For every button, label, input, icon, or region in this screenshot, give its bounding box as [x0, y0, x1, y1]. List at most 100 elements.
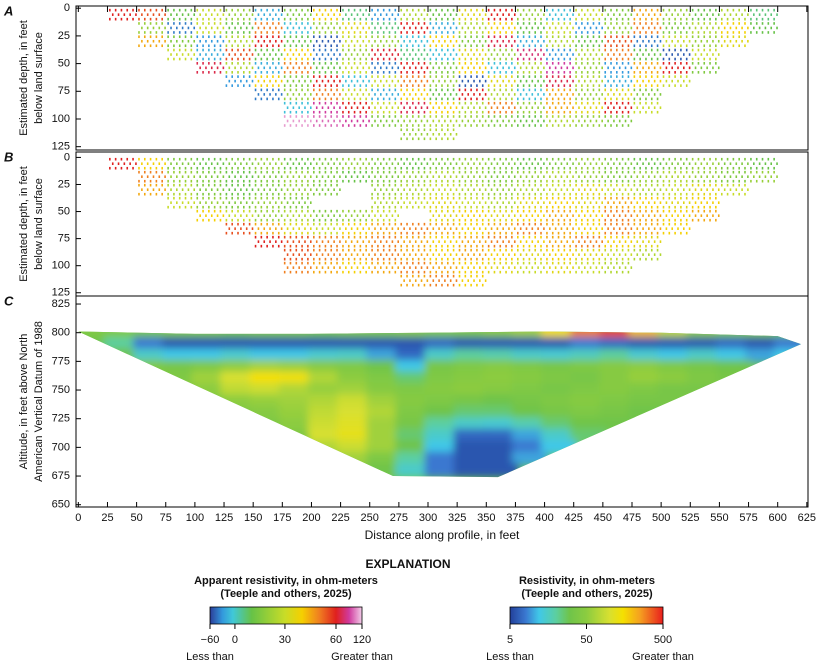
dot	[613, 39, 615, 43]
dot	[484, 253, 487, 256]
dot	[205, 53, 207, 56]
dot	[581, 115, 583, 118]
dot	[371, 244, 373, 248]
dot	[254, 84, 257, 87]
dot	[202, 31, 204, 34]
dot	[406, 205, 408, 209]
dot	[473, 13, 475, 16]
dot	[382, 248, 385, 252]
dot	[581, 257, 583, 261]
dot	[231, 48, 234, 52]
dot-cell	[487, 62, 516, 74]
dot	[569, 205, 571, 209]
dot	[496, 201, 499, 204]
dot	[394, 192, 397, 196]
dot	[441, 75, 443, 78]
dot	[627, 101, 630, 105]
dot	[616, 248, 618, 252]
dot	[313, 75, 315, 78]
dot	[467, 53, 470, 56]
dot-cell	[720, 157, 749, 170]
dot	[566, 214, 569, 217]
dot	[481, 31, 484, 34]
dot	[248, 17, 251, 21]
dot	[627, 57, 630, 61]
dot	[467, 119, 470, 123]
dot	[385, 13, 388, 16]
dot	[394, 183, 397, 187]
dot	[598, 35, 601, 39]
dot	[636, 106, 639, 110]
dot	[650, 170, 653, 174]
dot	[318, 248, 321, 252]
dot	[336, 183, 338, 187]
dot	[193, 53, 196, 56]
dot	[441, 128, 443, 132]
dot	[365, 235, 367, 239]
dot	[735, 175, 738, 179]
dot	[452, 261, 455, 265]
dot	[502, 201, 504, 204]
dot-cell	[225, 157, 254, 170]
dot	[627, 244, 630, 248]
dot	[283, 170, 286, 174]
dot	[499, 209, 502, 213]
dot	[470, 17, 472, 21]
dot	[446, 48, 449, 52]
dot	[339, 26, 341, 30]
dot	[575, 257, 577, 261]
dot	[304, 79, 306, 83]
dot	[511, 192, 513, 196]
dot	[283, 124, 286, 127]
dot	[277, 57, 280, 61]
dot	[470, 248, 472, 252]
dot	[388, 257, 391, 261]
dot	[272, 196, 274, 200]
dot	[277, 71, 280, 74]
dot	[452, 128, 455, 132]
dot	[484, 240, 487, 243]
dot	[534, 44, 537, 48]
dot-cell	[720, 22, 749, 34]
dot	[333, 39, 335, 43]
dot	[345, 79, 347, 83]
dot	[313, 209, 315, 213]
dot	[592, 196, 595, 200]
dot	[441, 166, 443, 170]
dot	[513, 201, 516, 204]
dot-cell	[458, 183, 487, 196]
dot	[703, 44, 706, 48]
dot	[356, 66, 359, 70]
dot	[423, 101, 426, 105]
dot	[304, 66, 306, 70]
dot	[633, 75, 636, 78]
dot	[595, 13, 598, 16]
dot	[685, 205, 688, 209]
dot	[330, 75, 333, 78]
dot	[283, 209, 286, 213]
dot	[566, 240, 569, 243]
dot	[342, 166, 344, 170]
dot	[569, 209, 571, 213]
dot	[546, 222, 548, 226]
dot	[458, 209, 461, 213]
dot-cell	[487, 261, 516, 274]
dot	[359, 110, 362, 114]
dot	[382, 205, 385, 209]
dot	[569, 44, 571, 48]
dot	[295, 209, 298, 213]
dot	[575, 196, 577, 200]
dot	[141, 162, 143, 166]
dot	[613, 26, 615, 30]
dot	[173, 8, 175, 12]
dot	[575, 75, 577, 78]
dot	[563, 257, 566, 261]
dot	[245, 162, 248, 166]
dot	[546, 8, 548, 12]
dot	[377, 17, 379, 21]
dot	[155, 31, 158, 34]
dot	[502, 93, 504, 96]
dot	[449, 79, 452, 83]
dot	[330, 257, 333, 261]
dot	[683, 188, 685, 191]
